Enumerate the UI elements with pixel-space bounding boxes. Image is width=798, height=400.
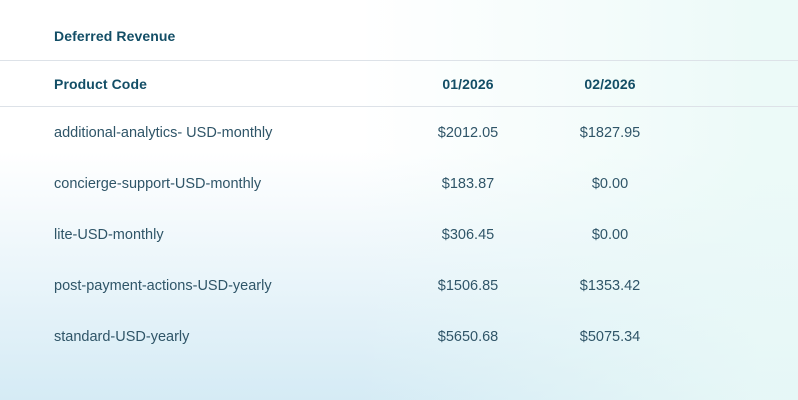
table-header-row: Product Code 01/2026 02/2026 bbox=[0, 60, 798, 107]
amount-cell-02-2026: $5075.34 bbox=[579, 328, 641, 345]
table-row: lite-USD-monthly $306.45 $0.00 bbox=[0, 209, 798, 260]
amount-cell-01-2026: $183.87 bbox=[441, 175, 495, 192]
amount-cell-01-2026: $306.45 bbox=[441, 226, 495, 243]
product-code-cell: standard-USD-yearly bbox=[54, 328, 190, 345]
table-row: concierge-support-USD-monthly $183.87 $0… bbox=[0, 158, 798, 209]
column-header-01-2026: 01/2026 bbox=[442, 75, 494, 92]
product-code-cell: post-payment-actions-USD-yearly bbox=[54, 277, 272, 294]
table-row: post-payment-actions-USD-yearly $1506.85… bbox=[0, 260, 798, 311]
amount-cell-02-2026: $1827.95 bbox=[579, 124, 641, 141]
product-code-cell: lite-USD-monthly bbox=[54, 226, 164, 243]
column-header-02-2026: 02/2026 bbox=[584, 75, 636, 92]
product-code-cell: concierge-support-USD-monthly bbox=[54, 175, 262, 192]
amount-cell-01-2026: $1506.85 bbox=[437, 277, 499, 294]
amount-cell-01-2026: $2012.05 bbox=[437, 124, 499, 141]
column-header-product-code: Product Code bbox=[54, 75, 147, 92]
amount-cell-02-2026: $0.00 bbox=[591, 226, 629, 243]
amount-cell-02-2026: $1353.42 bbox=[579, 277, 641, 294]
deferred-revenue-table: Product Code 01/2026 02/2026 additional-… bbox=[0, 60, 798, 362]
amount-cell-02-2026: $0.00 bbox=[591, 175, 629, 192]
page-title: Deferred Revenue bbox=[54, 28, 176, 44]
amount-cell-01-2026: $5650.68 bbox=[437, 328, 499, 345]
table-row: standard-USD-yearly $5650.68 $5075.34 bbox=[0, 311, 798, 362]
product-code-cell: additional-analytics- USD-monthly bbox=[54, 124, 273, 141]
table-row: additional-analytics- USD-monthly $2012.… bbox=[0, 107, 798, 158]
